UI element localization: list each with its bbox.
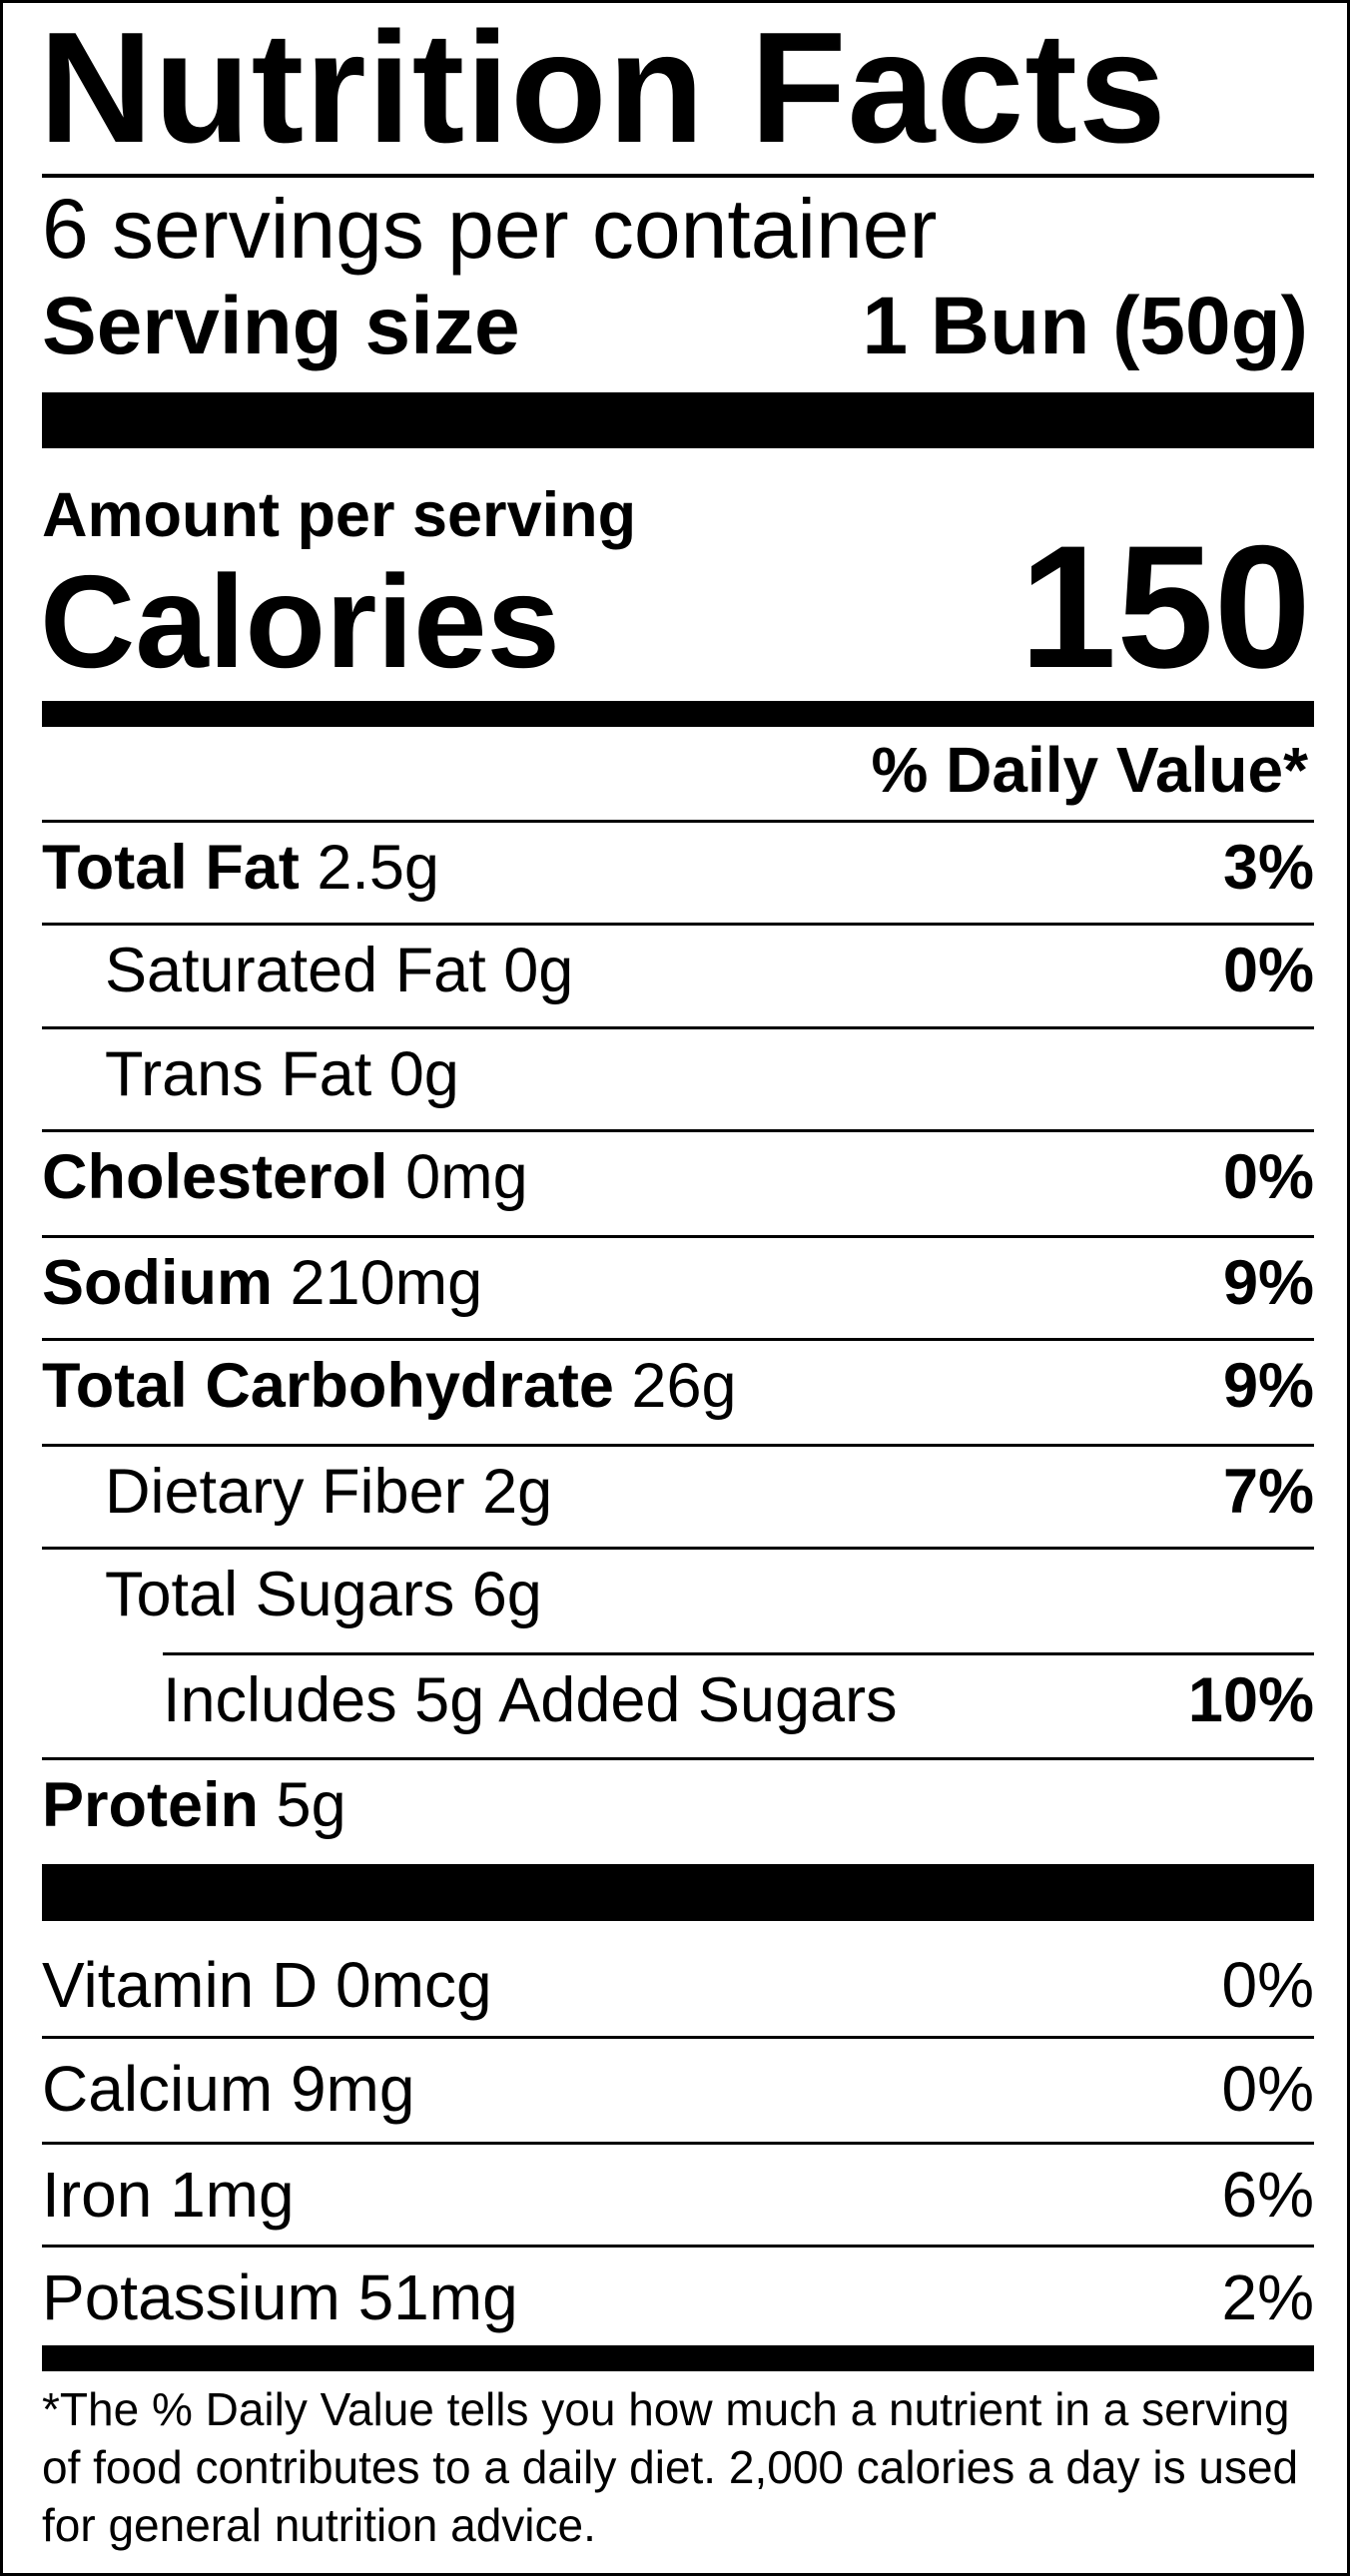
nutrient-row-saturated-fat: Saturated Fat 0g 0% [42, 923, 1314, 1026]
daily-value-header: % Daily Value* [871, 734, 1308, 806]
vitamin-dv: 6% [1221, 2159, 1315, 2231]
nutrient-name: Cholesterol [42, 1142, 388, 1212]
nutrient-dv: 3% [1222, 833, 1314, 903]
serving-size-label: Serving size [42, 281, 520, 371]
nutrient-amount: 0mg [405, 1142, 528, 1212]
nutrient-amount: 0g [503, 936, 574, 1005]
nutrient-amount: 6g [471, 1560, 542, 1629]
daily-value-footnote: *The % Daily Value tells you how much a … [42, 2383, 1299, 2551]
vitamin-row-potassium: Potassium 51mg 2% [42, 2245, 1314, 2348]
vitamin-name: Iron [42, 2159, 153, 2231]
vitamin-amount: 0mcg [336, 1949, 492, 2021]
vitamin-amount: 9mg [290, 2053, 415, 2125]
nutrient-dv: 9% [1222, 1351, 1314, 1421]
nutrient-amount: 2g [482, 1457, 553, 1527]
nutrient-dv: 7% [1222, 1457, 1314, 1527]
vitamin-amount: 51mg [357, 2261, 518, 2333]
serving-size-value: 1 Bun (50g) [862, 281, 1308, 371]
vitamin-name: Potassium [42, 2261, 340, 2333]
nutrient-row-total-fat: Total Fat 2.5g 3% [42, 820, 1314, 924]
nutrient-name: Total Carbohydrate [42, 1351, 614, 1421]
nutrient-name: Trans Fat [105, 1039, 372, 1109]
amount-per-serving: Amount per serving [42, 480, 637, 550]
vitamin-dv: 0% [1221, 1949, 1315, 2021]
vitamin-row-iron: Iron 1mg 6% [42, 2142, 1314, 2246]
divider-medium [42, 701, 1314, 727]
vitamin-name: Calcium [42, 2053, 274, 2125]
nutrient-row-dietary-fiber: Dietary Fiber 2g 7% [42, 1444, 1314, 1548]
nutrient-amount: 26g [631, 1351, 737, 1421]
vitamin-amount: 1mg [170, 2159, 295, 2231]
divider-thick [42, 1864, 1314, 1921]
nutrient-name: Protein [42, 1770, 260, 1840]
vitamin-dv: 0% [1221, 2053, 1315, 2125]
nutrient-name: Total Sugars [105, 1560, 455, 1629]
nutrient-row-trans-fat: Trans Fat 0g [42, 1026, 1314, 1130]
nutrient-amount: 2.5g [317, 833, 439, 903]
nutrient-row-cholesterol: Cholesterol 0mg 0% [42, 1129, 1314, 1233]
nutrient-row-protein: Protein 5g [42, 1757, 1314, 1861]
nutrient-row-total-carbohydrate: Total Carbohydrate 26g 9% [42, 1338, 1314, 1442]
nutrient-amount: 0g [388, 1039, 459, 1109]
servings-per-container: 6 servings per container [42, 182, 938, 276]
nutrient-name: Saturated Fat [105, 936, 486, 1005]
nutrient-amount: 5g [276, 1770, 346, 1840]
nutrient-amount: 210mg [290, 1248, 483, 1318]
nutrient-name: Includes 5g Added Sugars [163, 1665, 898, 1735]
nutrient-dv: 9% [1222, 1248, 1314, 1318]
nutrient-dv: 10% [1187, 1665, 1314, 1735]
nutrient-dv: 0% [1222, 1142, 1314, 1212]
vitamin-row-calcium: Calcium 9mg 0% [42, 2036, 1314, 2140]
nutrient-name: Total Fat [42, 833, 300, 903]
divider-thick [42, 392, 1314, 448]
calories-value: 150 [1019, 510, 1311, 705]
nutrient-row-added-sugars: Includes 5g Added Sugars 10% [163, 1652, 1314, 1756]
vitamin-name: Vitamin D [42, 1949, 319, 2021]
divider-medium [42, 2345, 1314, 2371]
nutrient-row-total-sugars: Total Sugars 6g [42, 1547, 1314, 1650]
vitamin-row-vitamin-d: Vitamin D 0mcg 0% [42, 1921, 1314, 2025]
calories-label: Calories [40, 548, 560, 695]
nutrient-name: Dietary Fiber [105, 1457, 465, 1527]
divider-thin [42, 174, 1314, 178]
vitamin-dv: 2% [1221, 2261, 1315, 2333]
nutrient-dv: 0% [1222, 936, 1314, 1005]
nutrient-row-sodium: Sodium 210mg 9% [42, 1235, 1314, 1339]
nutrient-name: Sodium [42, 1248, 273, 1318]
label-title: Nutrition Facts [39, 0, 1167, 176]
